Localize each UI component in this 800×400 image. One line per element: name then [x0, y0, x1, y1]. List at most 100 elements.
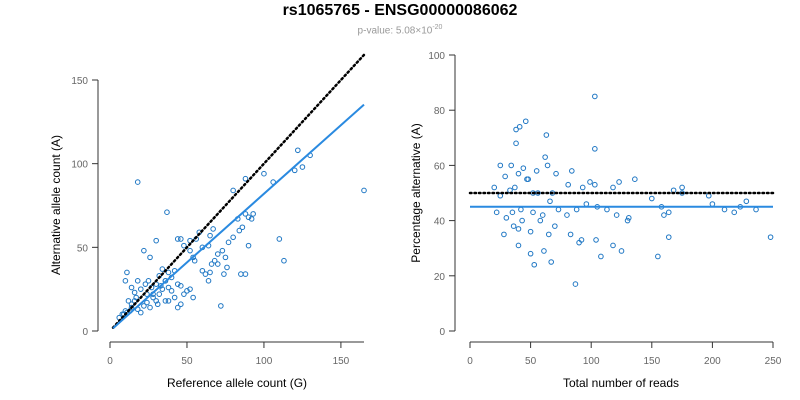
panel1-data-point	[281, 257, 287, 264]
panel1-data-point	[133, 294, 139, 301]
panel1-data-point	[134, 278, 141, 284]
panel2-x-tick-label: 150	[643, 356, 660, 367]
panel1-data-point	[174, 304, 181, 311]
panel2-y-tick-label: 60	[434, 161, 446, 172]
panel1-data-point	[181, 242, 187, 249]
panel1-y-axis-label: Alternative allele count (A)	[49, 135, 63, 275]
panel2-data-point	[513, 126, 519, 133]
panel1-data-point	[165, 269, 172, 276]
panel2-data-point	[515, 226, 522, 232]
panel1-fit-line	[112, 103, 365, 330]
panel2-data-point	[593, 237, 599, 243]
panel1-data-point	[214, 261, 221, 267]
panel1-data-point	[199, 267, 206, 274]
panel1-data-point	[224, 264, 230, 271]
panel2-x-tick-label: 250	[765, 356, 782, 367]
panel2-data-point	[497, 162, 504, 169]
panel2-data-point	[767, 234, 774, 240]
panel2-data-point	[539, 212, 546, 218]
panel1-data-point	[299, 164, 306, 170]
panel2-data-point	[587, 179, 593, 185]
panel2-data-point	[616, 179, 622, 185]
panel1-data-point	[178, 301, 184, 308]
panel1-data-point	[207, 232, 213, 239]
panel2-data-point	[520, 165, 527, 171]
panel2-y-axis-label: Percentage alternative (A)	[409, 123, 423, 262]
panel1-data-point	[214, 251, 221, 257]
panel1-y-tick-label: 150	[71, 76, 88, 87]
panel1-data-point	[225, 239, 232, 246]
panel1-data-point	[222, 254, 229, 261]
panel2-data-point	[524, 176, 530, 182]
panel1-data-point	[145, 278, 152, 284]
panel2-data-point	[515, 170, 522, 177]
panel1-data-point	[153, 298, 159, 304]
panel2-data-point	[655, 253, 661, 260]
panel2-data-point	[516, 123, 523, 130]
panel2-x-tick-label: 200	[704, 356, 721, 367]
panel1-data-point	[238, 271, 244, 277]
panel2-data-point	[604, 206, 610, 213]
panel1-data-point	[295, 147, 301, 154]
panel2-data-point	[501, 231, 507, 238]
panel2-data-point	[665, 234, 672, 240]
panel1-data-point	[219, 247, 226, 254]
panel2-data-point	[709, 201, 716, 207]
panel1-x-tick-label: 0	[107, 356, 113, 367]
chart-subtitle: p-value: 5.08×10-20	[357, 24, 443, 37]
panel1-data-point	[158, 283, 164, 289]
panel1-data-point	[187, 286, 193, 292]
panel1-data-point	[134, 179, 141, 185]
panel1-data-point	[181, 291, 187, 297]
panel2-data-point	[493, 209, 500, 216]
panel1-data-point	[230, 187, 236, 194]
panel2-data-point	[530, 209, 536, 216]
panel1-data-point	[242, 271, 249, 277]
panel1-data-point	[205, 278, 212, 284]
panel2-data-point	[543, 132, 550, 138]
panel1-data-point	[122, 278, 129, 284]
panel1-data-point	[245, 214, 252, 221]
panel1-data-point	[128, 284, 135, 291]
panel2-data-point	[545, 231, 552, 238]
panel1-data-point	[174, 281, 181, 287]
panel2-data-point	[721, 206, 728, 213]
panel1-data-point	[207, 269, 213, 276]
panel2-data-point	[731, 209, 738, 216]
panel1-data-point	[190, 294, 196, 301]
panel2-data-point	[527, 250, 534, 257]
panel2-data-point	[544, 162, 551, 169]
panel2-data-point	[624, 217, 631, 224]
panel2-data-point	[610, 242, 616, 249]
panel1-data-point	[261, 170, 267, 177]
panel2-data-point	[531, 261, 538, 268]
panel2-data-point	[592, 93, 598, 100]
panel2-data-point	[679, 190, 685, 196]
panel1-data-point	[291, 167, 298, 174]
panel2-data-point	[573, 206, 580, 213]
panel1-data-point	[137, 286, 144, 292]
panel1-data-point	[141, 247, 147, 254]
panel2-data-point	[552, 223, 558, 229]
panel2-data-point	[553, 170, 559, 177]
panel2-data-point	[665, 209, 672, 216]
panel2-data-point	[491, 184, 498, 191]
panel2-data-point	[512, 184, 518, 191]
panel1-y-tick-label: 50	[77, 243, 89, 254]
panel1-x-axis-label: Reference allele count (G)	[167, 376, 307, 390]
panel1-data-point	[230, 234, 236, 241]
panel1-x-tick-label: 150	[333, 356, 350, 367]
panel1-data-point	[165, 284, 172, 291]
panel2-data-point	[547, 198, 553, 205]
panel2-x-tick-label: 100	[583, 356, 600, 367]
panel1-data-point	[150, 294, 156, 301]
panel1-x-tick-label: 100	[256, 356, 273, 367]
panel2-data-point	[569, 168, 575, 174]
panel1-data-point	[191, 257, 198, 264]
panel1-data-point	[248, 216, 255, 222]
panel2-data-point	[592, 181, 598, 188]
panel2-y-tick-label: 40	[434, 217, 446, 228]
panel1-data-point	[190, 254, 196, 261]
panel1-data-point	[137, 309, 144, 316]
panel1-data-point	[125, 298, 132, 304]
